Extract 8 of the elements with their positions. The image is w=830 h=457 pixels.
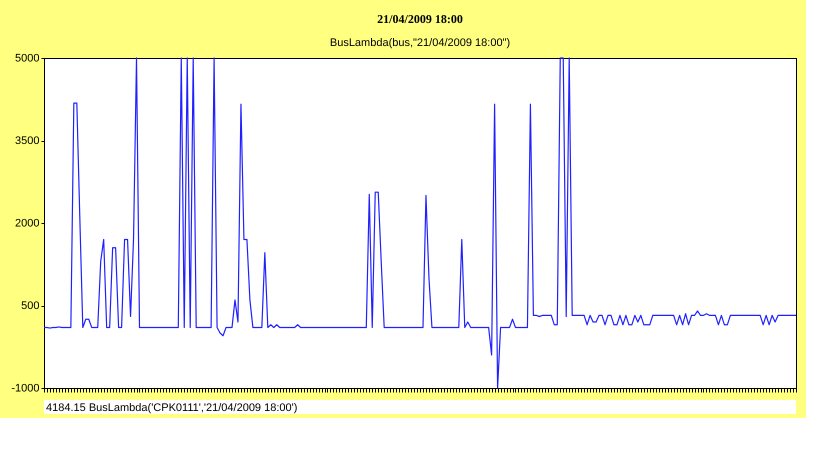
y-tick-label: 5000 [15, 52, 40, 64]
y-tick-label: 3500 [15, 135, 40, 147]
y-tick-label: 2000 [15, 218, 40, 230]
y-tick-label: -1000 [11, 382, 40, 394]
chart-title: BusLambda(bus,"21/04/2009 18:00") [330, 37, 510, 49]
y-tick-label: 500 [21, 300, 40, 312]
text: 21/04/2009 18:00 [377, 12, 463, 26]
text: 4184.15 BusLambda('CPK0111','21/04/2009 18:00') [46, 402, 298, 414]
